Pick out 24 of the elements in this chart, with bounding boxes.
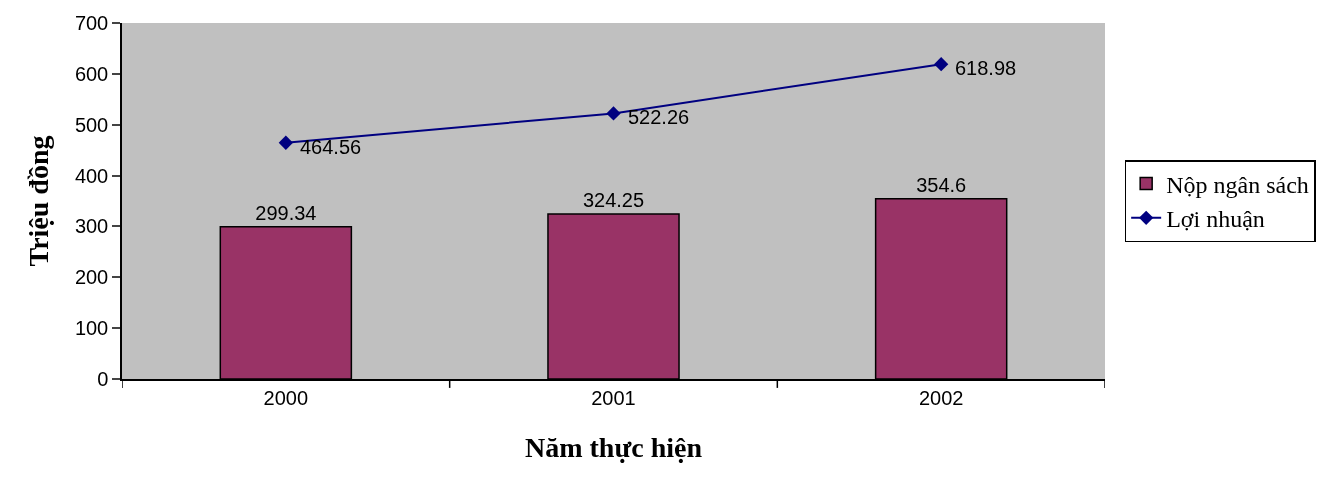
data-label: 354.6 — [916, 173, 967, 196]
data-label: 299.34 — [255, 201, 317, 224]
data-label: 618.98 — [955, 57, 1017, 79]
data-label: 324.25 — [582, 189, 645, 212]
y-tick-label: 500 — [74, 113, 109, 136]
point — [934, 57, 949, 72]
x-tick-label: 2001 — [591, 386, 636, 409]
y-axis-title: Triệu đồng — [23, 135, 55, 267]
legend-label: Lợi nhuận — [1166, 206, 1265, 233]
x-tick-label: 2002 — [918, 386, 964, 409]
data-label: 464.56 — [300, 136, 362, 158]
y-tick-label: 700 — [74, 12, 109, 34]
x-axis-title: Năm thực hiện — [524, 432, 703, 464]
y-tick-label: 400 — [74, 164, 109, 187]
x-tick-label: 2000 — [263, 386, 309, 409]
y-tick-label: 600 — [74, 62, 109, 85]
legend-label: Nộp ngân sách — [1166, 171, 1309, 198]
data-label: 522.26 — [628, 106, 690, 128]
point — [278, 135, 293, 150]
y-tick-label: 0 — [97, 368, 109, 390]
y-tick-label: 300 — [74, 215, 109, 238]
point — [606, 106, 621, 121]
y-tick-label: 100 — [74, 317, 109, 340]
y-tick-label: 200 — [74, 266, 109, 289]
